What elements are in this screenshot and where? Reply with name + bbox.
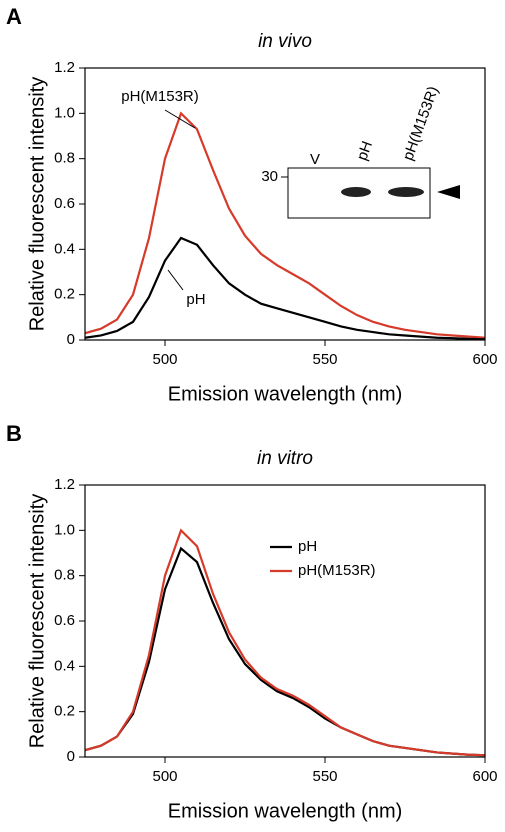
blot-band bbox=[341, 187, 371, 197]
y-tick-label: 1.0 bbox=[54, 521, 75, 538]
x-tick-label: 550 bbox=[312, 768, 337, 785]
lane-label: V bbox=[310, 151, 320, 168]
chart-title: in vitro bbox=[257, 448, 313, 469]
y-axis-label: Relative fluorescent intensity bbox=[26, 77, 48, 332]
y-tick-label: 0.6 bbox=[54, 612, 75, 629]
series-line bbox=[84, 546, 486, 757]
annotation-leader bbox=[167, 269, 184, 291]
y-tick-label: 1.2 bbox=[54, 59, 75, 76]
y-tick-label: 0 bbox=[67, 748, 75, 765]
series-line bbox=[84, 111, 486, 339]
blot-band bbox=[388, 187, 424, 197]
x-axis-label: Emission wavelength (nm) bbox=[168, 383, 403, 405]
y-tick-label: 0.8 bbox=[54, 150, 75, 167]
x-tick-label: 500 bbox=[152, 768, 177, 785]
band-arrow bbox=[437, 185, 460, 199]
plot-frame bbox=[84, 484, 486, 758]
plot-frame bbox=[84, 67, 486, 341]
x-tick-label: 550 bbox=[312, 351, 337, 368]
annotation-leader bbox=[164, 109, 196, 129]
legend-label: pH(M153R) bbox=[298, 562, 376, 579]
lane-label: pH bbox=[354, 139, 377, 163]
marker-label: 30 bbox=[261, 168, 278, 185]
series-annotation: pH(M153R) bbox=[121, 88, 199, 105]
y-tick-label: 0.2 bbox=[54, 286, 75, 303]
y-tick-label: 0.2 bbox=[54, 703, 75, 720]
panel-label: A bbox=[6, 4, 22, 29]
x-tick-label: 500 bbox=[152, 351, 177, 368]
y-tick-label: 1.2 bbox=[54, 476, 75, 493]
y-tick-label: 0.8 bbox=[54, 567, 75, 584]
y-tick-label: 0.4 bbox=[54, 657, 75, 674]
series-line bbox=[84, 236, 486, 341]
y-axis-label: Relative fluorescent intensity bbox=[26, 494, 48, 749]
y-tick-label: 0.4 bbox=[54, 240, 75, 257]
panel-label: B bbox=[6, 421, 22, 446]
x-tick-label: 600 bbox=[472, 351, 497, 368]
lane-label: pH(M153R) bbox=[400, 84, 442, 163]
legend-label: pH bbox=[298, 538, 317, 555]
chart-title: in vivo bbox=[258, 31, 312, 52]
x-axis-label: Emission wavelength (nm) bbox=[168, 800, 403, 822]
y-tick-label: 0.6 bbox=[54, 195, 75, 212]
y-tick-label: 0 bbox=[67, 331, 75, 348]
series-annotation: pH bbox=[186, 291, 205, 308]
series-line bbox=[84, 528, 486, 757]
x-tick-label: 600 bbox=[472, 768, 497, 785]
y-tick-label: 1.0 bbox=[54, 104, 75, 121]
